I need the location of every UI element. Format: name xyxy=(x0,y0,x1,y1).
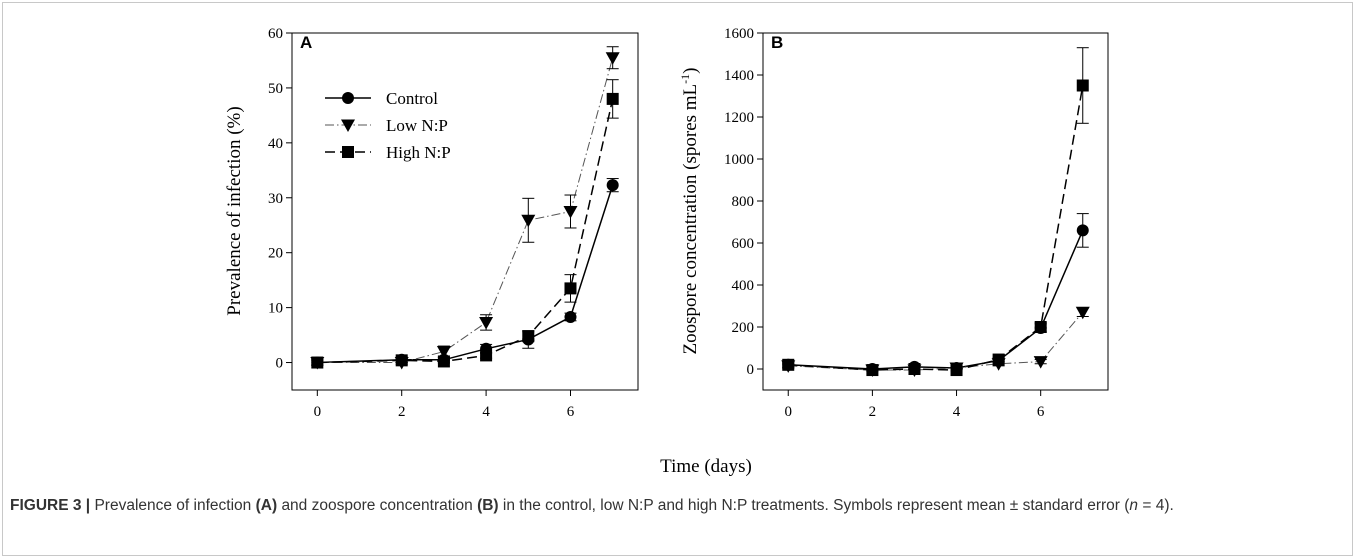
panel-a-high-n-p-point xyxy=(395,354,408,367)
panel-b-tag: B xyxy=(771,33,783,52)
figure-caption: FIGURE 3 | Prevalence of infection (A) a… xyxy=(10,495,1345,517)
panel-a-low-n-p-point xyxy=(436,346,451,359)
panel-b-ytick-label: 400 xyxy=(732,278,755,294)
panel-b-ylabel: Zoospore concentration (spores mL-1) xyxy=(678,68,701,355)
panel-b-xtick-label: 2 xyxy=(869,404,877,420)
panel-b-low-n-p-point xyxy=(1075,306,1090,320)
panel-b: B Zoospore concentration (spores mL-1) 0… xyxy=(678,26,1109,420)
legend-high-n-p-label: High N:P xyxy=(386,143,451,162)
panel-b-high-n-p-point xyxy=(1076,79,1089,92)
legend-low-n-p-marker xyxy=(341,119,355,132)
panel-b-control-point xyxy=(1076,224,1089,237)
panel-a-control-point xyxy=(606,179,619,192)
panel-a-ytick-label: 0 xyxy=(276,356,284,372)
panel-a-low-n-p-point xyxy=(479,316,494,330)
panel-b-ytick-label: 1600 xyxy=(724,26,754,42)
legend-high-n-p-marker xyxy=(342,146,354,158)
panel-b-ylabel-end: ) xyxy=(680,68,701,74)
legend-low-n-p-label: Low N:P xyxy=(386,116,448,135)
panel-a-high-n-p-point xyxy=(311,356,324,369)
panel-b-control-line xyxy=(788,230,1084,370)
panel-b-xtick-label: 6 xyxy=(1037,404,1045,420)
caption-part1: Prevalence of infection xyxy=(94,497,252,514)
x-axis-label: Time (days) xyxy=(660,456,752,477)
panel-a-high-n-p-point xyxy=(564,282,577,295)
panel-b-ytick-label: 800 xyxy=(732,194,755,210)
panel-b-ytick-label: 600 xyxy=(732,236,755,252)
caption-label: FIGURE 3 | xyxy=(10,497,91,514)
panel-a-high-n-p-point xyxy=(522,330,535,343)
panel-a-xtick-label: 6 xyxy=(567,404,575,420)
panel-a-ytick-label: 60 xyxy=(268,26,283,42)
panel-b-ytick-label: 200 xyxy=(732,320,755,336)
caption-part4: = 4). xyxy=(1138,497,1174,514)
panel-b-xtick-label: 0 xyxy=(784,404,792,420)
panel-a-ytick-label: 50 xyxy=(268,81,283,97)
panel-a-ytick-label: 40 xyxy=(268,136,283,152)
caption-ref-b: (B) xyxy=(477,497,499,514)
panel-b-ylabel-sup: -1 xyxy=(678,74,692,84)
panel-b-ytick-label: 0 xyxy=(747,362,755,378)
panel-a-ytick-label: 30 xyxy=(268,191,283,207)
panel-b-ytick-label: 1000 xyxy=(724,152,754,168)
panel-a-high-n-p-point xyxy=(480,349,493,362)
panel-b-plot-frame xyxy=(762,32,1109,391)
panel-a-high-n-p-point xyxy=(606,92,619,105)
panel-a-high-n-p-point xyxy=(437,355,450,368)
panel-a-low-n-p-point xyxy=(521,214,536,228)
panel-a-xtick-label: 0 xyxy=(314,404,322,420)
panel-a-ytick-label: 20 xyxy=(268,246,283,262)
figure-svg: A Prevalence of infection (%) 0102030405… xyxy=(224,26,1109,477)
caption-n: n xyxy=(1129,497,1139,514)
panel-b-high-n-p-point xyxy=(950,364,963,377)
caption-part3: in the control, low N:P and high N:P tre… xyxy=(502,497,1130,514)
panel-b-high-n-p-point xyxy=(1034,321,1047,333)
caption-ref-a: (A) xyxy=(255,497,278,514)
panel-b-xtick-label: 4 xyxy=(953,404,961,420)
panel-b-high-n-p-point xyxy=(992,353,1005,366)
panel-a-plot-frame xyxy=(291,32,639,391)
panel-a-low-n-p-point xyxy=(605,52,620,65)
panel-b-high-n-p-point xyxy=(782,358,795,371)
panel-b-ylabel-main: Zoospore concentration (spores mL xyxy=(680,84,701,355)
legend-control-label: Control xyxy=(386,89,438,108)
panel-a-ytick-label: 10 xyxy=(268,301,283,317)
caption-part2: and zoospore concentration xyxy=(281,497,473,514)
panel-a-control-point xyxy=(564,310,577,323)
panel-a-tag: A xyxy=(300,33,312,52)
panel-b-ytick-label: 1400 xyxy=(724,68,754,84)
legend-control-marker xyxy=(342,92,354,104)
panel-a-ylabel: Prevalence of infection (%) xyxy=(224,106,245,315)
panel-a-xtick-label: 4 xyxy=(482,404,490,420)
panel-a-high-n-p-line xyxy=(317,98,614,364)
panel-a: A Prevalence of infection (%) 0102030405… xyxy=(224,26,639,420)
panel-b-high-n-p-point xyxy=(908,363,921,375)
panel-a-xtick-label: 2 xyxy=(398,404,406,420)
panel-b-ytick-label: 1200 xyxy=(724,110,754,126)
panel-b-high-n-p-point xyxy=(866,364,879,377)
panel-a-low-n-p-point xyxy=(563,206,578,219)
panel-b-low-n-p-point xyxy=(1033,356,1048,369)
